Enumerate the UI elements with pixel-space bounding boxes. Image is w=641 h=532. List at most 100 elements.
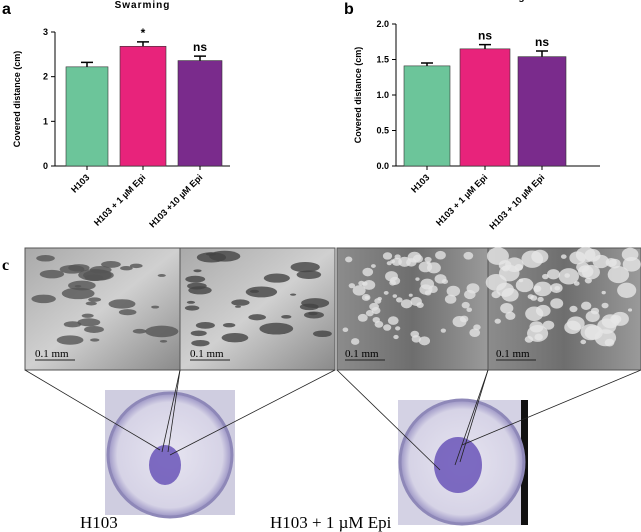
spot [263,273,290,283]
spot [31,294,56,304]
spot [193,269,202,273]
panel-label: c [2,257,9,274]
spot [186,300,196,304]
spot [290,293,297,296]
bar [119,45,167,167]
spot [68,264,90,272]
spot [389,276,401,286]
y-axis-label: Covered distance (cm) [12,51,22,148]
spot [558,268,579,285]
colony [434,437,482,493]
spot [81,313,94,318]
spot [386,261,392,266]
spot [393,334,399,340]
spot [530,295,538,301]
spot [577,265,594,278]
significance: ns [535,35,549,49]
spot [259,322,294,335]
spot [185,275,206,283]
spot [463,251,474,260]
spot [400,299,413,309]
spot [350,338,360,345]
spot [145,325,179,338]
error-bar [194,55,206,61]
bar [177,60,223,167]
y-tick-label: 2.0 [376,19,389,29]
spot [370,264,376,269]
spot [56,335,84,345]
spot [191,339,210,347]
error-bar [81,61,93,67]
spot [84,274,104,282]
spot [534,333,543,341]
spot [597,318,617,334]
bar [403,65,451,167]
spot [466,307,473,312]
spot [550,283,563,294]
spot [408,293,413,297]
caption: H103 + 1 µM Epi [270,513,392,532]
spot [74,285,82,288]
spot [461,301,470,309]
spot [101,260,121,268]
spot [377,296,382,301]
spot [444,294,457,304]
spot [584,277,592,284]
bar [459,48,511,167]
spot [546,269,560,280]
spot [290,261,320,273]
spot [617,282,637,298]
y-tick-label: 0 [43,161,48,171]
spot [564,320,581,335]
y-tick-label: 1.5 [376,55,389,65]
spot [469,328,481,337]
texture [31,246,641,347]
spot [196,252,227,263]
colony [149,445,181,485]
y-tick-label: 1.0 [376,90,389,100]
x-tick-label: H103 + 1 µM Epi [434,172,489,227]
spot [529,321,544,333]
spot [362,267,374,277]
spot [357,313,368,322]
spot [410,296,422,307]
spot [61,287,95,300]
panel-label: b [344,1,354,18]
spot [494,318,501,324]
x-tick-label: H103 [69,172,91,194]
spot [231,299,250,306]
spot [415,277,420,281]
spot [452,316,467,328]
spot [352,285,366,296]
spot [521,250,544,268]
spot [184,305,200,311]
x-tick-label: H103 [409,172,431,194]
error-bar [137,41,149,47]
spot [418,336,431,346]
spot [84,325,104,333]
spot [369,302,379,311]
spot [560,254,567,259]
y-tick-label: 2 [43,72,48,82]
spot [387,316,399,325]
spot [362,281,368,286]
spot [491,290,501,299]
y-axis-label: Covered distance (cm) [353,47,363,144]
scale-label: 0.1 mm [345,348,379,360]
scale-label: 0.1 mm [190,348,224,360]
y-tick-label: 3 [43,27,48,37]
spot [434,274,447,284]
spot [157,274,166,277]
spot [36,255,55,262]
spot [446,285,461,297]
zoom-lines [24,369,641,471]
spot [542,273,549,280]
spot [129,263,143,269]
spot [392,294,398,298]
spot [222,322,236,328]
scale-label: 0.1 mm [35,348,69,360]
y-tick-label: 0.0 [376,161,389,171]
spot [424,290,432,296]
significance: ns [478,29,492,43]
